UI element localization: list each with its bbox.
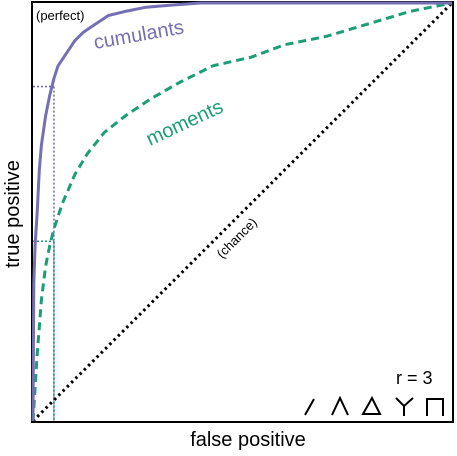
edge-icon (304, 398, 315, 416)
series-line-chance (31, 1, 454, 423)
path-icon (426, 398, 444, 416)
wedge-icon (331, 395, 349, 416)
series-lines (31, 1, 454, 423)
star-icon (395, 397, 414, 416)
series-line-moments (31, 1, 453, 422)
x-axis-label: false positive (190, 429, 306, 451)
series-line-cumulants (31, 1, 452, 422)
motif-icons (304, 395, 444, 416)
y-axis-label: true positive (2, 160, 24, 268)
r-label: r = 3 (396, 368, 433, 388)
series-label-cumulants: cumulants (92, 16, 186, 53)
chance-annotation: (chance) (214, 215, 260, 261)
triangle-icon (361, 395, 382, 415)
perfect-annotation: (perfect) (36, 8, 84, 23)
series-label-moments: moments (143, 96, 227, 151)
